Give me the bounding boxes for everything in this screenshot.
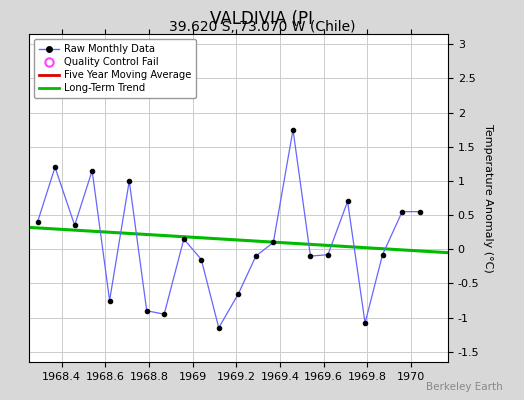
Raw Monthly Data — [270, 240, 277, 245]
Line: Raw Monthly Data: Raw Monthly Data — [35, 128, 422, 330]
Raw Monthly Data — [35, 220, 41, 224]
Raw Monthly Data — [325, 252, 331, 257]
Raw Monthly Data — [290, 127, 296, 132]
Raw Monthly Data — [344, 199, 351, 204]
Raw Monthly Data — [126, 178, 133, 183]
Raw Monthly Data — [307, 254, 313, 258]
Raw Monthly Data — [106, 298, 113, 303]
Raw Monthly Data — [71, 223, 78, 228]
Raw Monthly Data — [144, 308, 150, 313]
Legend: Raw Monthly Data, Quality Control Fail, Five Year Moving Average, Long-Term Tren: Raw Monthly Data, Quality Control Fail, … — [34, 39, 196, 98]
Raw Monthly Data — [181, 236, 187, 241]
Raw Monthly Data — [417, 209, 423, 214]
Raw Monthly Data — [215, 326, 222, 330]
Raw Monthly Data — [89, 168, 95, 173]
Raw Monthly Data — [52, 165, 58, 170]
Raw Monthly Data — [198, 257, 204, 262]
Raw Monthly Data — [161, 312, 167, 316]
Raw Monthly Data — [362, 321, 368, 326]
Text: 39.620 S, 73.070 W (Chile): 39.620 S, 73.070 W (Chile) — [169, 20, 355, 34]
Text: VALDIVIA (PI: VALDIVIA (PI — [211, 10, 313, 28]
Y-axis label: Temperature Anomaly (°C): Temperature Anomaly (°C) — [483, 124, 493, 272]
Raw Monthly Data — [399, 209, 405, 214]
Raw Monthly Data — [253, 254, 259, 258]
Raw Monthly Data — [379, 252, 386, 257]
Text: Berkeley Earth: Berkeley Earth — [427, 382, 503, 392]
Raw Monthly Data — [235, 291, 242, 296]
